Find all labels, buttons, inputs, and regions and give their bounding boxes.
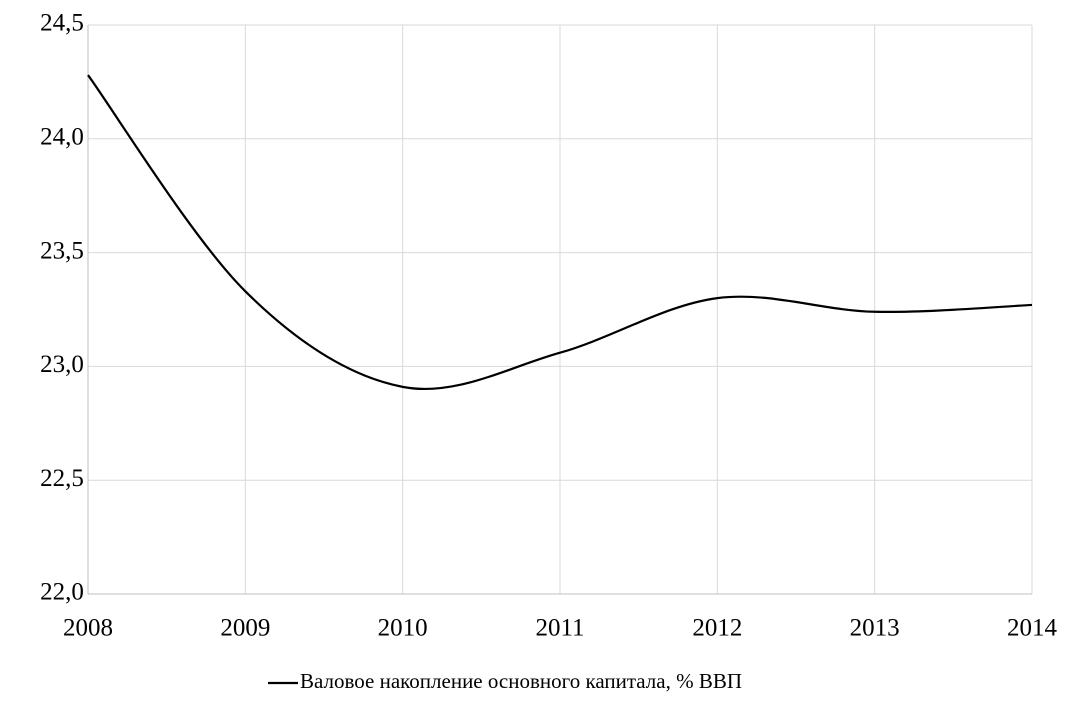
x-tick-label: 2008: [63, 615, 113, 642]
y-tick-label: 23,5: [40, 237, 84, 264]
y-tick-label: 24,0: [40, 124, 84, 151]
y-tick-label: 22,0: [40, 579, 84, 606]
x-tick-label: 2013: [850, 615, 900, 642]
x-tick-label: 2012: [692, 615, 742, 642]
y-tick-label: 22,5: [40, 465, 84, 492]
y-tick-label: 24,5: [40, 10, 84, 37]
legend-label: Валовое накопление основного капитала, %…: [300, 669, 742, 693]
x-tick-label: 2009: [220, 615, 270, 642]
x-tick-label: 2011: [535, 615, 584, 642]
y-tick-label: 23,0: [40, 351, 84, 378]
x-tick-label: 2014: [1007, 615, 1058, 642]
line: [87, 74, 1033, 391]
x-tick-label: 2010: [378, 615, 428, 642]
